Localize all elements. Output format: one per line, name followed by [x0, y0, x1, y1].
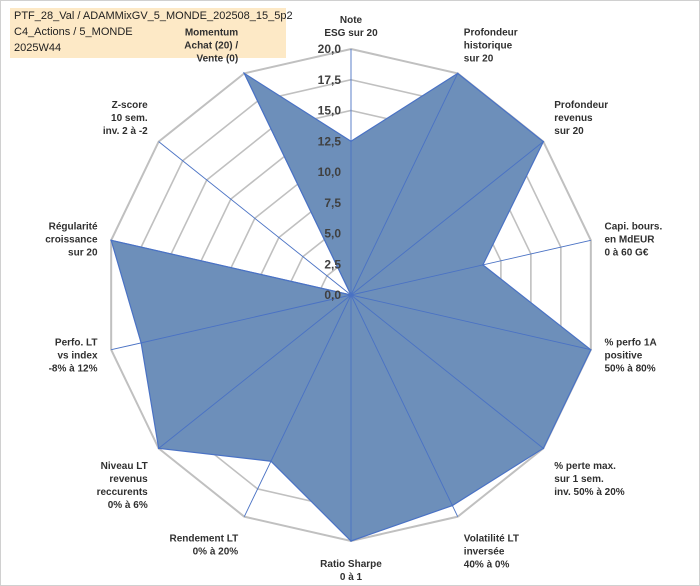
category-label-line: % perte max. — [554, 461, 616, 472]
category-label: % perte max. sur 1 sem. inv. 50% à 20% — [554, 461, 625, 498]
category-label-line: sur 20 — [68, 248, 98, 259]
category-label-line: inv. 50% à 20% — [554, 487, 625, 498]
spoke — [243, 73, 352, 296]
title-line-2: C4_Actions / 5_MONDE — [14, 26, 133, 38]
category-label-line: croissance — [45, 235, 98, 246]
radial-tick-labels: 0,0 2,5 5,0 7,5 10,0 12,5 15,0 17,5 20,0 — [318, 42, 342, 302]
tick-label: 2,5 — [324, 257, 341, 271]
tick-label: 5,0 — [324, 227, 341, 241]
category-label-line: historique — [464, 41, 513, 52]
category-label: Momentum Achat (20) / Vente (0) — [184, 28, 238, 65]
category-label-line: revenus — [554, 113, 593, 124]
category-label: Rendement LT 0% à 20% — [169, 533, 238, 557]
category-label-line: 10 sem. — [111, 113, 148, 124]
category-label-line: 0% à 20% — [193, 546, 239, 557]
radar-spokes — [111, 49, 591, 541]
category-label-line: inv. 2 à -2 — [103, 126, 148, 137]
category-label: Volatilité LT inversée 40% à 0% — [464, 533, 519, 570]
spoke — [350, 294, 459, 517]
category-label-line: Capi. bours. — [604, 222, 662, 233]
tick-label: 10,0 — [318, 165, 342, 179]
tick-label: 7,5 — [324, 196, 341, 210]
spoke — [111, 239, 352, 296]
category-label-line: Z-score — [112, 100, 149, 111]
category-label: Capi. bours. en MdEUR 0 à 60 G€ — [604, 222, 662, 259]
category-label-line: 40% à 0% — [464, 559, 510, 570]
category-label-line: inversée — [464, 546, 505, 557]
category-label-line: revenus — [109, 474, 148, 485]
tick-label: 12,5 — [318, 134, 342, 148]
spoke — [350, 239, 591, 296]
category-label: Profondeur historique sur 20 — [464, 28, 518, 65]
category-label-line: sur 20 — [554, 126, 584, 137]
category-label: Niveau LT revenus reccurents 0% à 6% — [97, 461, 149, 511]
category-label-line: positive — [604, 350, 642, 361]
chart-title-box: PTF_28_Val / ADAMMixGV_5_MONDE_202508_15… — [10, 8, 293, 58]
category-label-line: Momentum — [185, 28, 238, 39]
category-label-line: Volatilité LT — [464, 533, 519, 544]
spoke — [158, 141, 352, 296]
category-label-line: Rendement LT — [169, 533, 238, 544]
title-line-1: PTF_28_Val / ADAMMixGV_5_MONDE_202508_15… — [14, 10, 293, 22]
tick-label: 17,5 — [318, 73, 342, 87]
spoke — [350, 294, 544, 449]
category-label-line: -8% à 12% — [49, 363, 98, 374]
category-label-line: Régularité — [49, 222, 98, 233]
category-label-line: Note — [340, 15, 363, 26]
category-label-line: vs index — [57, 350, 97, 361]
title-line-3: 2025W44 — [14, 42, 62, 54]
category-label-line: en MdEUR — [604, 235, 655, 246]
category-label: Z-score 10 sem. inv. 2 à -2 — [103, 100, 148, 137]
category-label-line: Ratio Sharpe — [320, 559, 382, 570]
spoke — [350, 294, 591, 351]
category-label-line: Niveau LT — [101, 461, 148, 472]
spoke — [350, 141, 544, 296]
category-label-line: Profondeur — [464, 28, 518, 39]
category-label-line: reccurents — [97, 487, 149, 498]
category-label-line: sur 20 — [464, 54, 494, 65]
category-label: Ratio Sharpe 0 à 1 — [320, 559, 382, 583]
spoke — [243, 294, 352, 517]
category-label: Profondeur revenus sur 20 — [554, 100, 608, 137]
tick-label: 20,0 — [318, 42, 342, 56]
spoke — [158, 294, 352, 449]
category-label: Régularité croissance sur 20 — [45, 222, 98, 259]
category-label-line: ESG sur 20 — [324, 28, 378, 39]
category-label-line: 0 à 1 — [340, 572, 363, 583]
tick-label: 15,0 — [318, 104, 342, 118]
category-label: Note ESG sur 20 — [324, 15, 378, 39]
category-label-line: % perfo 1A — [604, 337, 656, 348]
category-label-line: sur 1 sem. — [554, 474, 604, 485]
category-label-line: 0 à 60 G€ — [604, 248, 648, 259]
category-label-line: Vente (0) — [197, 54, 239, 65]
category-label-line: Profondeur — [554, 100, 608, 111]
tick-label: 0,0 — [324, 288, 341, 302]
category-label-line: 0% à 6% — [108, 500, 148, 511]
category-label-line: Perfo. LT — [55, 337, 98, 348]
category-label-line: Achat (20) / — [184, 41, 238, 52]
spoke — [111, 294, 352, 351]
category-label: Perfo. LT vs index -8% à 12% — [49, 337, 98, 374]
category-labels: Note ESG sur 20 Profondeur historique sur 20… — [45, 15, 662, 583]
spoke — [350, 73, 459, 296]
category-label-line: 50% à 80% — [604, 363, 655, 374]
category-label: % perfo 1A positive 50% à 80% — [604, 337, 656, 374]
